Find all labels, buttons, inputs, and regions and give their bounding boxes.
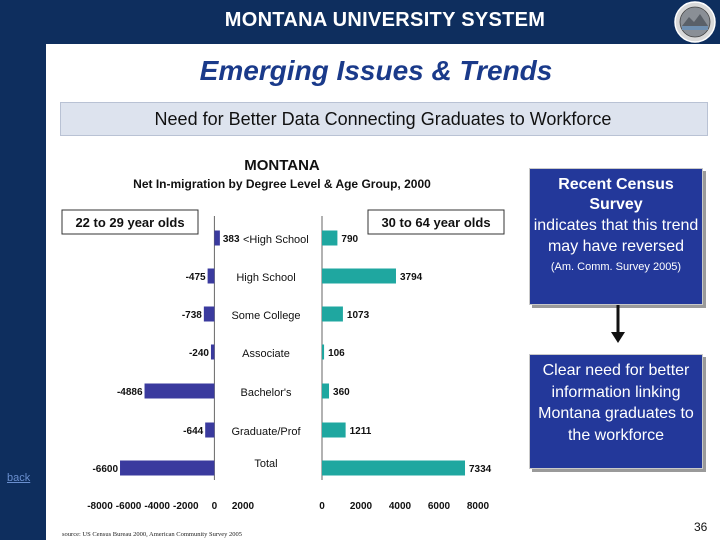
data-label-young-1: -475 bbox=[186, 272, 206, 283]
data-label-young-3: -240 bbox=[189, 348, 209, 359]
need-callout-body: Clear need for better information linkin… bbox=[538, 362, 694, 444]
data-label-young-2: -738 bbox=[182, 310, 202, 321]
state-seal-icon bbox=[674, 1, 716, 43]
tick-right-1: 2000 bbox=[350, 501, 373, 512]
tick-right-4: 8000 bbox=[467, 501, 490, 512]
census-callout: Recent Census Survey indicates that this… bbox=[529, 168, 703, 305]
bar-young-4 bbox=[144, 383, 215, 399]
legend-box-older bbox=[367, 209, 505, 235]
bar-older-6 bbox=[322, 460, 466, 476]
data-label-young-0: 383 bbox=[223, 234, 240, 245]
page-number: 36 bbox=[694, 520, 708, 534]
category-label-0: <High School bbox=[243, 234, 309, 246]
header-bar bbox=[0, 0, 720, 44]
data-label-older-2: 1073 bbox=[347, 310, 370, 321]
data-label-older-5: 1211 bbox=[350, 426, 372, 437]
system-title: MONTANA UNIVERSITY SYSTEM bbox=[224, 9, 546, 31]
bar-older-2 bbox=[322, 306, 343, 322]
subtitle-banner bbox=[60, 102, 708, 136]
data-label-older-1: 3794 bbox=[400, 272, 423, 283]
chart-source: source: US Census Bureau 2000, American … bbox=[62, 531, 242, 538]
need-callout: Clear need for better information linkin… bbox=[529, 354, 703, 469]
bar-older-3 bbox=[322, 344, 325, 360]
data-label-young-6: -6600 bbox=[92, 464, 118, 475]
category-label-5: Graduate/Prof bbox=[231, 426, 301, 438]
data-label-older-3: 106 bbox=[328, 348, 345, 359]
tick-right-0: 0 bbox=[319, 501, 325, 512]
category-label-2: Some College bbox=[231, 310, 300, 322]
category-label-3: Associate bbox=[242, 348, 290, 360]
census-callout-heading: Recent Census Survey bbox=[558, 176, 674, 213]
bar-older-0 bbox=[322, 230, 338, 246]
tick-left-0: -8000 bbox=[87, 501, 113, 512]
slide-title: Emerging Issues & Trends bbox=[199, 55, 553, 86]
back-link[interactable]: back bbox=[7, 472, 31, 484]
bar-young-6 bbox=[120, 460, 215, 476]
tick-left-2: -4000 bbox=[144, 501, 170, 512]
bar-young-0 bbox=[214, 230, 220, 246]
bar-young-1 bbox=[207, 268, 215, 284]
legend-box-young bbox=[61, 209, 199, 235]
bar-young-2 bbox=[203, 306, 215, 322]
legend-label-young: 22 to 29 year olds bbox=[75, 215, 184, 230]
data-label-older-6: 7334 bbox=[469, 464, 492, 475]
left-sidebar-bar bbox=[0, 0, 46, 540]
bar-young-3 bbox=[210, 344, 215, 360]
tick-left-5: 2000 bbox=[232, 501, 255, 512]
down-arrow-icon bbox=[611, 305, 625, 343]
category-label-1: High School bbox=[236, 272, 295, 284]
tick-right-3: 6000 bbox=[428, 501, 451, 512]
category-label-4: Bachelor's bbox=[240, 387, 292, 399]
chart-subtitle: Net In-migration by Degree Level & Age G… bbox=[133, 177, 431, 191]
bar-older-1 bbox=[322, 268, 396, 284]
legend-label-older: 30 to 64 year olds bbox=[381, 215, 490, 230]
category-label-6: Total bbox=[254, 458, 277, 470]
data-label-young-4: -4886 bbox=[117, 387, 143, 398]
bar-older-4 bbox=[322, 383, 330, 399]
bar-older-5 bbox=[322, 422, 346, 438]
data-label-young-5: -644 bbox=[183, 426, 203, 437]
subtitle-text: Need for Better Data Connecting Graduate… bbox=[154, 109, 612, 129]
census-callout-citation: (Am. Comm. Survey 2005) bbox=[550, 261, 682, 273]
chart-title: MONTANA bbox=[244, 157, 320, 174]
census-callout-body: indicates that this trend may have rever… bbox=[533, 217, 699, 255]
tick-right-2: 4000 bbox=[389, 501, 412, 512]
tick-left-4: 0 bbox=[212, 501, 218, 512]
tick-left-1: -6000 bbox=[116, 501, 142, 512]
bar-young-5 bbox=[205, 422, 215, 438]
data-label-older-0: 790 bbox=[341, 234, 358, 245]
tick-left-3: -2000 bbox=[173, 501, 199, 512]
data-label-older-4: 360 bbox=[333, 387, 350, 398]
